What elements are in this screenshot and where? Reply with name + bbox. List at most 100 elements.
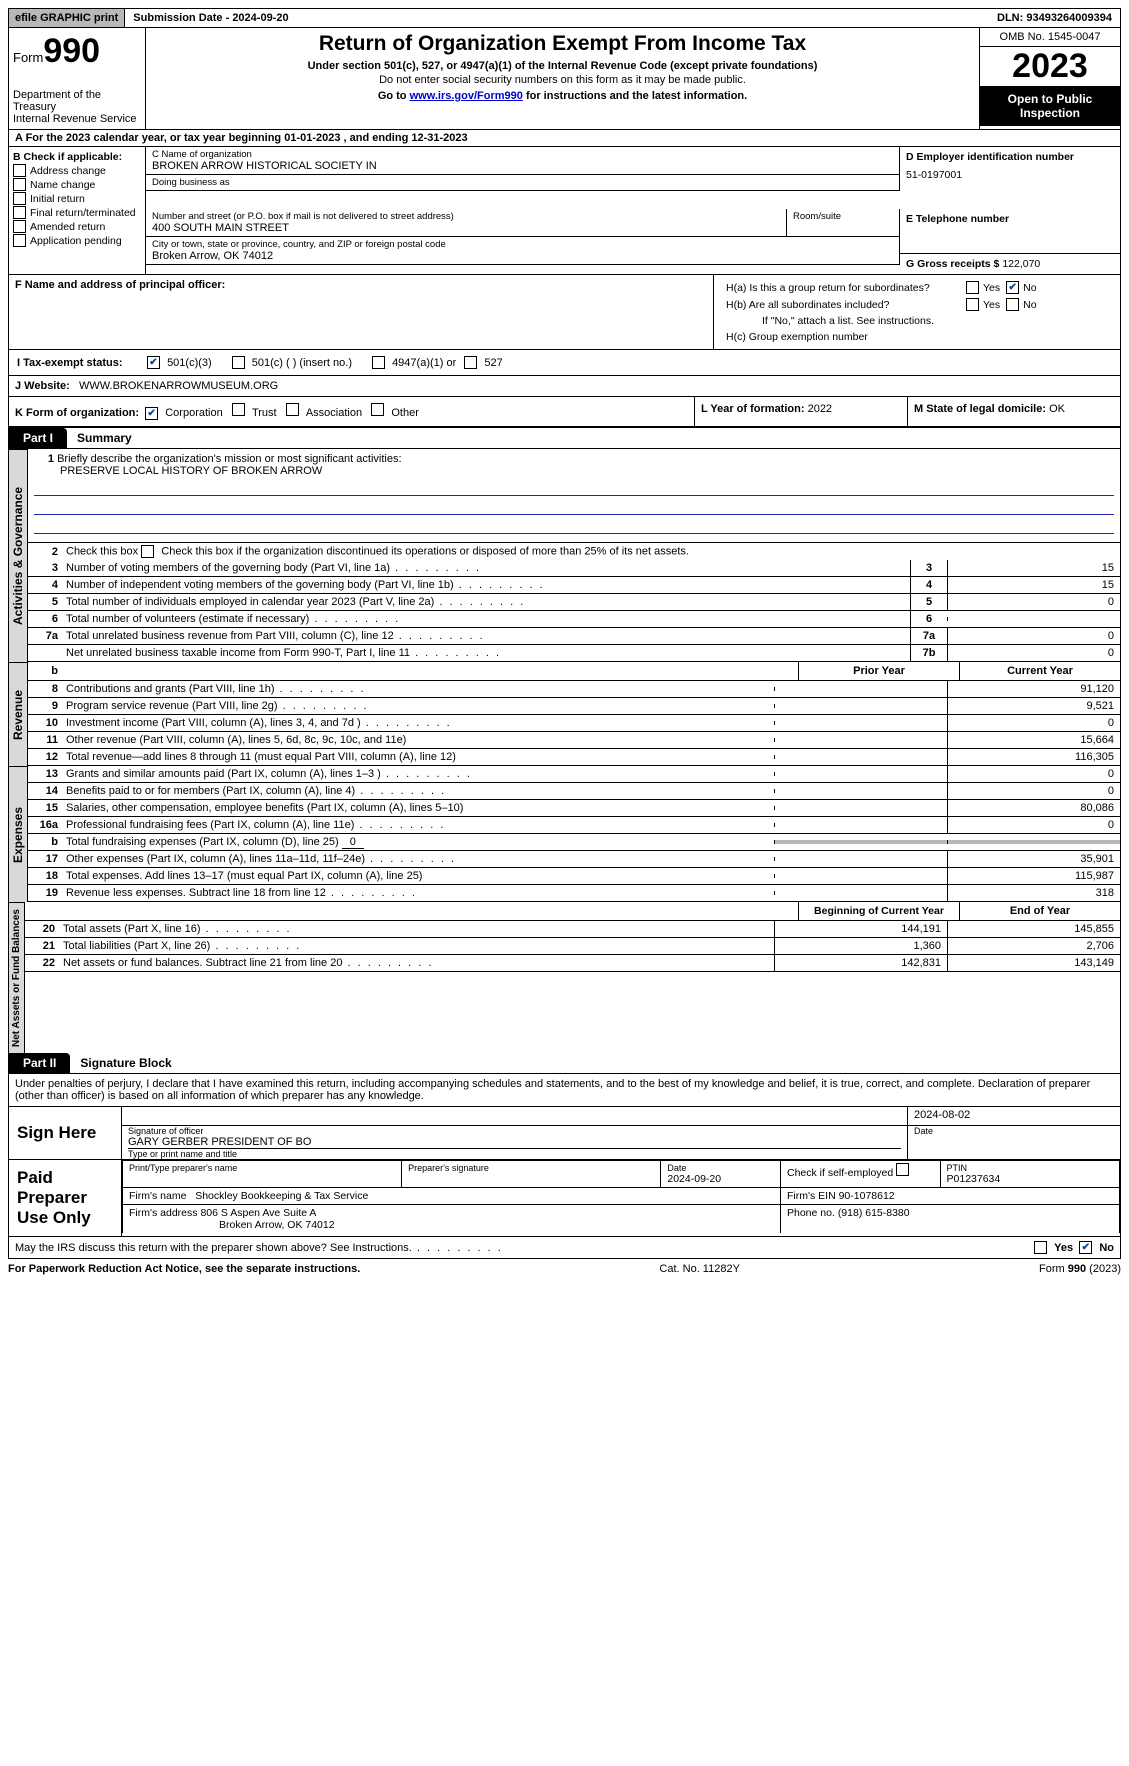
checkbox-discontinued[interactable] (141, 545, 154, 558)
l7b-value: 0 (947, 645, 1120, 661)
mission-line-3 (34, 519, 1114, 534)
checkbox-amended[interactable] (13, 220, 26, 233)
checkbox-association[interactable] (286, 403, 299, 416)
city-value: Broken Arrow, OK 74012 (152, 250, 893, 262)
l6: Total number of volunteers (estimate if … (62, 611, 910, 627)
checkbox-final-return[interactable] (13, 206, 26, 219)
part-ii-title: Signature Block (70, 1053, 181, 1073)
form-subtitle: Under section 501(c), 527, or 4947(a)(1)… (150, 60, 975, 72)
gross-receipts-label: G Gross receipts $ (906, 258, 999, 270)
firm-addr1: 806 S Aspen Ave Suite A (200, 1207, 316, 1219)
ptin: P01237634 (947, 1173, 1113, 1185)
header-left: Form990 Department of the Treasury Inter… (9, 28, 146, 129)
line-a-tax-year: A For the 2023 calendar year, or tax yea… (8, 130, 1121, 147)
checkbox-name-change[interactable] (13, 178, 26, 191)
cy20: 145,855 (947, 921, 1120, 937)
cy15: 80,086 (947, 800, 1120, 816)
dba-label: Doing business as (152, 177, 893, 188)
cy14: 0 (947, 783, 1120, 799)
checkbox-corporation[interactable] (145, 407, 158, 420)
part-ii-header: Part II Signature Block (8, 1053, 1121, 1074)
checkbox-501c[interactable] (232, 356, 245, 369)
current-year-header: Current Year (959, 662, 1120, 680)
checkbox-ha-yes[interactable] (966, 281, 979, 294)
l19: Revenue less expenses. Subtract line 18 … (62, 885, 774, 901)
l22: Net assets or fund balances. Subtract li… (59, 955, 774, 971)
mission-line-1 (34, 481, 1114, 496)
year-formation: 2022 (808, 403, 832, 415)
checkbox-address-change[interactable] (13, 164, 26, 177)
cy9: 9,521 (947, 698, 1120, 714)
l7a-value: 0 (947, 628, 1120, 644)
efile-print-button[interactable]: efile GRAPHIC print (9, 9, 125, 27)
sig-date: 2024-08-02 (908, 1107, 1120, 1126)
paperwork-notice: For Paperwork Reduction Act Notice, see … (8, 1263, 360, 1275)
checkbox-trust[interactable] (232, 403, 245, 416)
form-header: Form990 Department of the Treasury Inter… (8, 28, 1121, 130)
activities-governance-section: Activities & Governance 1 Briefly descri… (8, 449, 1121, 662)
footer: For Paperwork Reduction Act Notice, see … (8, 1259, 1121, 1279)
prior-year-header: Prior Year (798, 662, 959, 680)
city-label: City or town, state or province, country… (152, 239, 893, 250)
l6-value (947, 617, 1120, 621)
checkbox-discuss-yes[interactable] (1034, 1241, 1047, 1254)
irs-link[interactable]: www.irs.gov/Form990 (410, 90, 523, 102)
irs-label: Internal Revenue Service (13, 113, 141, 125)
part-i-title: Summary (67, 428, 142, 448)
checkbox-hb-no[interactable] (1006, 298, 1019, 311)
checkbox-initial-return[interactable] (13, 192, 26, 205)
py22: 142,831 (774, 955, 947, 971)
vlabel-expenses: Expenses (8, 766, 28, 902)
l1-label: Briefly describe the organization's miss… (57, 453, 401, 465)
hc-label: H(c) Group exemption number (720, 329, 1114, 345)
l14: Benefits paid to or for members (Part IX… (62, 783, 774, 799)
firm-ein: 90-1078612 (839, 1190, 895, 1202)
ha-label: H(a) Is this a group return for subordin… (726, 282, 966, 294)
checkbox-ha-no[interactable] (1006, 281, 1019, 294)
entity-section: B Check if applicable: Address change Na… (8, 147, 1121, 275)
cat-no: Cat. No. 11282Y (659, 1263, 740, 1275)
checkbox-app-pending[interactable] (13, 234, 26, 247)
py21: 1,360 (774, 938, 947, 954)
checkbox-4947[interactable] (372, 356, 385, 369)
cy19: 318 (947, 885, 1120, 901)
checkbox-hb-yes[interactable] (966, 298, 979, 311)
checkbox-527[interactable] (464, 356, 477, 369)
officer-h-section: F Name and address of principal officer:… (8, 275, 1121, 350)
form-footer: Form 990 (2023) (1039, 1263, 1121, 1275)
cy17: 35,901 (947, 851, 1120, 867)
l10: Investment income (Part VIII, column (A)… (62, 715, 774, 731)
signature-section: Under penalties of perjury, I declare th… (8, 1074, 1121, 1237)
cy21: 2,706 (947, 938, 1120, 954)
cy22: 143,149 (947, 955, 1120, 971)
checkbox-self-employed[interactable] (896, 1163, 909, 1176)
sign-here-label: Sign Here (9, 1107, 122, 1159)
part-i-header: Part I Summary (8, 427, 1121, 449)
hb-note: If "No," attach a list. See instructions… (720, 313, 1114, 329)
form-number: 990 (43, 32, 100, 70)
checkbox-other[interactable] (371, 403, 384, 416)
l21: Total liabilities (Part X, line 26) (59, 938, 774, 954)
part-i-tab: Part I (9, 428, 67, 448)
l7b: Net unrelated business taxable income fr… (62, 645, 910, 661)
box-j-website: J Website: WWW.BROKENARROWMUSEUM.ORG (8, 376, 1121, 397)
box-i-tax-status: I Tax-exempt status: 501(c)(3) 501(c) ( … (8, 350, 1121, 376)
firm-phone: (918) 615-8380 (838, 1207, 910, 1219)
gross-receipts-value: 122,070 (1002, 258, 1040, 270)
cy18: 115,987 (947, 868, 1120, 884)
l15: Salaries, other compensation, employee b… (62, 800, 774, 816)
may-irs-discuss: May the IRS discuss this return with the… (8, 1237, 1121, 1259)
header-center: Return of Organization Exempt From Incom… (146, 28, 980, 129)
form-prefix: Form (13, 50, 43, 65)
officer-name: GARY GERBER PRESIDENT OF BO (128, 1136, 901, 1148)
form-note: Do not enter social security numbers on … (150, 74, 975, 86)
sig-officer-label: Signature of officer (128, 1126, 901, 1136)
penalties-statement: Under penalties of perjury, I declare th… (9, 1074, 1120, 1107)
box-b-label: B Check if applicable: (13, 151, 141, 163)
form-goto: Go to www.irs.gov/Form990 for instructio… (150, 90, 975, 102)
firm-addr2: Broken Arrow, OK 74012 (129, 1219, 335, 1231)
checkbox-501c3[interactable] (147, 356, 160, 369)
l2-text: Check this box Check this box if the org… (62, 543, 1120, 560)
box-klm: K Form of organization: Corporation Trus… (8, 397, 1121, 427)
checkbox-discuss-no[interactable] (1079, 1241, 1092, 1254)
